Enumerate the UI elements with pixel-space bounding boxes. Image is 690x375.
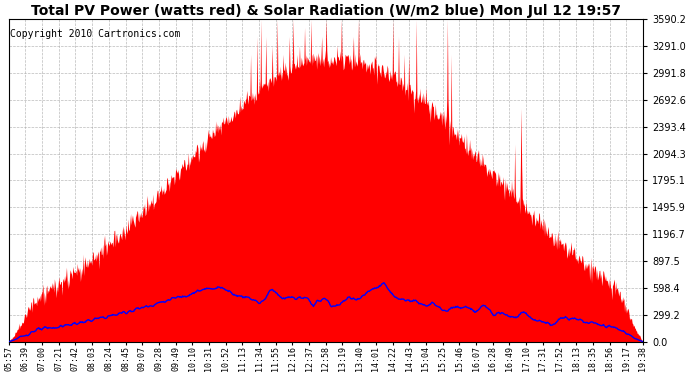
Title: Total PV Power (watts red) & Solar Radiation (W/m2 blue) Mon Jul 12 19:57: Total PV Power (watts red) & Solar Radia… [31, 4, 621, 18]
Text: Copyright 2010 Cartronics.com: Copyright 2010 Cartronics.com [10, 29, 180, 39]
